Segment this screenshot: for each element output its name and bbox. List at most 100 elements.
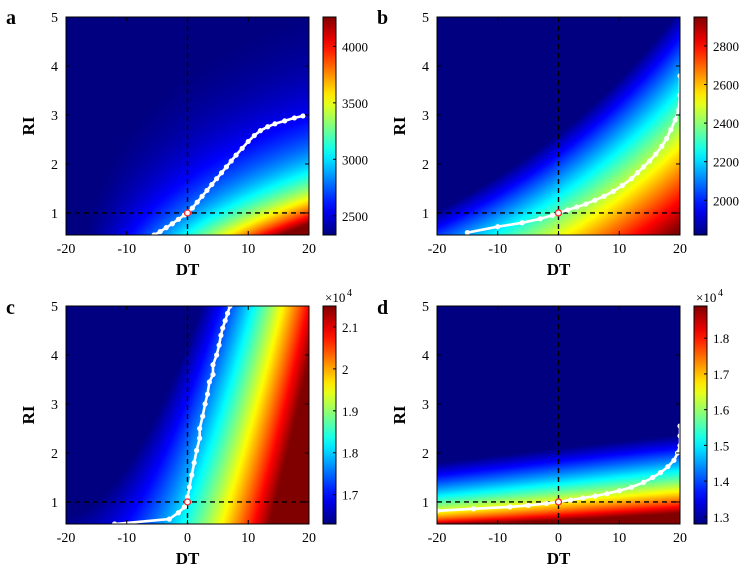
reference-marker-a: [183, 209, 192, 217]
path-point-a: [214, 176, 220, 182]
colorbar-tick-label-d: 1.3: [713, 510, 729, 525]
path-point-c: [202, 401, 208, 407]
path-point-a: [169, 221, 175, 227]
x-tick-label-c: -20: [57, 531, 76, 546]
colorbar-tick-label-d: 1.5: [713, 438, 729, 453]
y-tick-label-c: 3: [51, 398, 58, 413]
colorbar-tick-label-b: 2000: [713, 193, 739, 208]
path-point-c: [206, 379, 212, 385]
path-point-d: [616, 488, 622, 494]
path-point-d: [592, 493, 598, 499]
x-axis-label-c: DT: [176, 549, 200, 568]
y-axis-label-a: RI: [19, 116, 38, 135]
path-point-b: [549, 212, 556, 219]
path-point-b: [610, 188, 616, 194]
colorbar-tick-label-c: 1.9: [342, 404, 358, 419]
path-point-b: [659, 143, 665, 149]
path-point-c: [186, 484, 192, 490]
path-point-a: [272, 121, 278, 127]
x-tick-label-b: -20: [428, 242, 447, 257]
x-tick-label-d: 10: [612, 531, 626, 546]
colorbar-tick-label-a: 4000: [342, 39, 368, 54]
x-tick-label-d: -20: [428, 531, 447, 546]
path-point-b: [495, 224, 501, 230]
path-point-d: [555, 499, 562, 505]
y-tick-label-b: 5: [422, 11, 429, 26]
path-point-a: [204, 187, 210, 194]
y-tick-label-a: 4: [51, 60, 58, 75]
colorbar-exponent-c: 4: [347, 288, 352, 299]
path-point-c: [204, 391, 211, 397]
path-point-c: [189, 472, 195, 478]
y-axis-label-d: RI: [390, 405, 409, 424]
y-tick-label-a: 1: [51, 207, 58, 222]
colorbar-tick-label-d: 1.7: [713, 367, 730, 382]
x-tick-label-d: 20: [673, 531, 687, 546]
path-point-d: [628, 484, 635, 490]
panel-a: a -20 -10 0 10 20 1 2 3 4 5 DT RI 2500 3000 3500 4000: [6, 7, 368, 279]
path-point-d: [650, 474, 656, 481]
colorbar-tick-label-d: 1.8: [713, 331, 729, 346]
x-tick-label-d: -10: [488, 531, 507, 546]
colorbar-tick-label-c: 2: [342, 362, 349, 377]
path-point-b: [592, 197, 598, 203]
colorbar-multiplier-c: ×10: [325, 290, 345, 305]
path-point-b: [464, 229, 470, 236]
colorbar-tick-label-a: 2500: [342, 209, 368, 224]
path-point-a: [291, 115, 298, 121]
path-point-a: [257, 128, 263, 134]
colorbar-exponent-d: 4: [718, 288, 723, 299]
path-point-d: [568, 497, 574, 503]
path-point-b: [640, 164, 647, 170]
colorbar-a: [322, 16, 337, 236]
path-point-c: [216, 342, 222, 348]
y-tick-label-a: 3: [51, 109, 58, 124]
path-point-b: [519, 220, 525, 226]
path-point-a: [228, 158, 234, 164]
colorbar-multiplier-d: ×10: [696, 290, 716, 305]
path-point-a: [245, 138, 251, 145]
reference-marker-c: [183, 498, 192, 506]
path-point-b: [672, 117, 678, 123]
x-tick-label-b: 10: [612, 242, 626, 257]
path-point-d: [470, 506, 477, 512]
colorbar-tick-label-c: 1.7: [342, 488, 359, 503]
path-point-b: [664, 135, 670, 142]
y-tick-label-b: 4: [422, 60, 429, 75]
path-point-d: [657, 469, 664, 476]
colorbar-tick-label-d: 1.4: [713, 474, 730, 489]
path-point-d: [543, 500, 549, 507]
path-point-b: [583, 201, 589, 207]
path-point-d: [580, 495, 586, 501]
path-point-c: [166, 516, 172, 522]
colorbar-tick-label-c: 2.1: [342, 320, 358, 335]
x-axis-label-b: DT: [547, 260, 571, 279]
x-tick-label-b: 0: [555, 242, 562, 257]
path-point-c: [214, 352, 220, 358]
path-point-d: [671, 457, 677, 463]
colorbar-d: [693, 305, 708, 525]
y-tick-label-d: 5: [422, 300, 429, 315]
y-tick-label-a: 5: [51, 11, 58, 26]
path-point-b: [619, 182, 625, 189]
path-point-a: [233, 152, 239, 158]
y-tick-label-c: 2: [51, 447, 58, 462]
x-tick-label-a: -20: [57, 242, 76, 257]
path-point-c: [210, 371, 216, 378]
path-point-a: [199, 193, 205, 199]
path-point-c: [197, 435, 203, 441]
panel-label-a: a: [6, 7, 16, 29]
path-point-b: [537, 216, 543, 222]
panel-label-d: d: [377, 297, 388, 319]
path-point-c: [184, 494, 191, 500]
x-tick-label-c: 10: [241, 531, 255, 546]
panel-label-b: b: [377, 7, 388, 29]
path-point-c: [175, 510, 181, 516]
path-point-c: [224, 310, 231, 316]
path-point-b: [647, 158, 653, 164]
path-point-d: [640, 479, 647, 485]
y-tick-label-d: 2: [422, 447, 429, 462]
y-tick-label-b: 1: [422, 207, 429, 222]
x-tick-label-a: -10: [117, 242, 136, 257]
path-point-c: [197, 425, 203, 432]
